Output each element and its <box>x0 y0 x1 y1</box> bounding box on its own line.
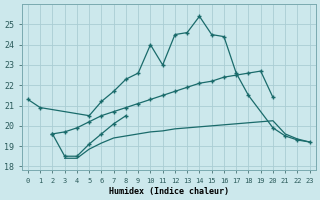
X-axis label: Humidex (Indice chaleur): Humidex (Indice chaleur) <box>109 187 229 196</box>
